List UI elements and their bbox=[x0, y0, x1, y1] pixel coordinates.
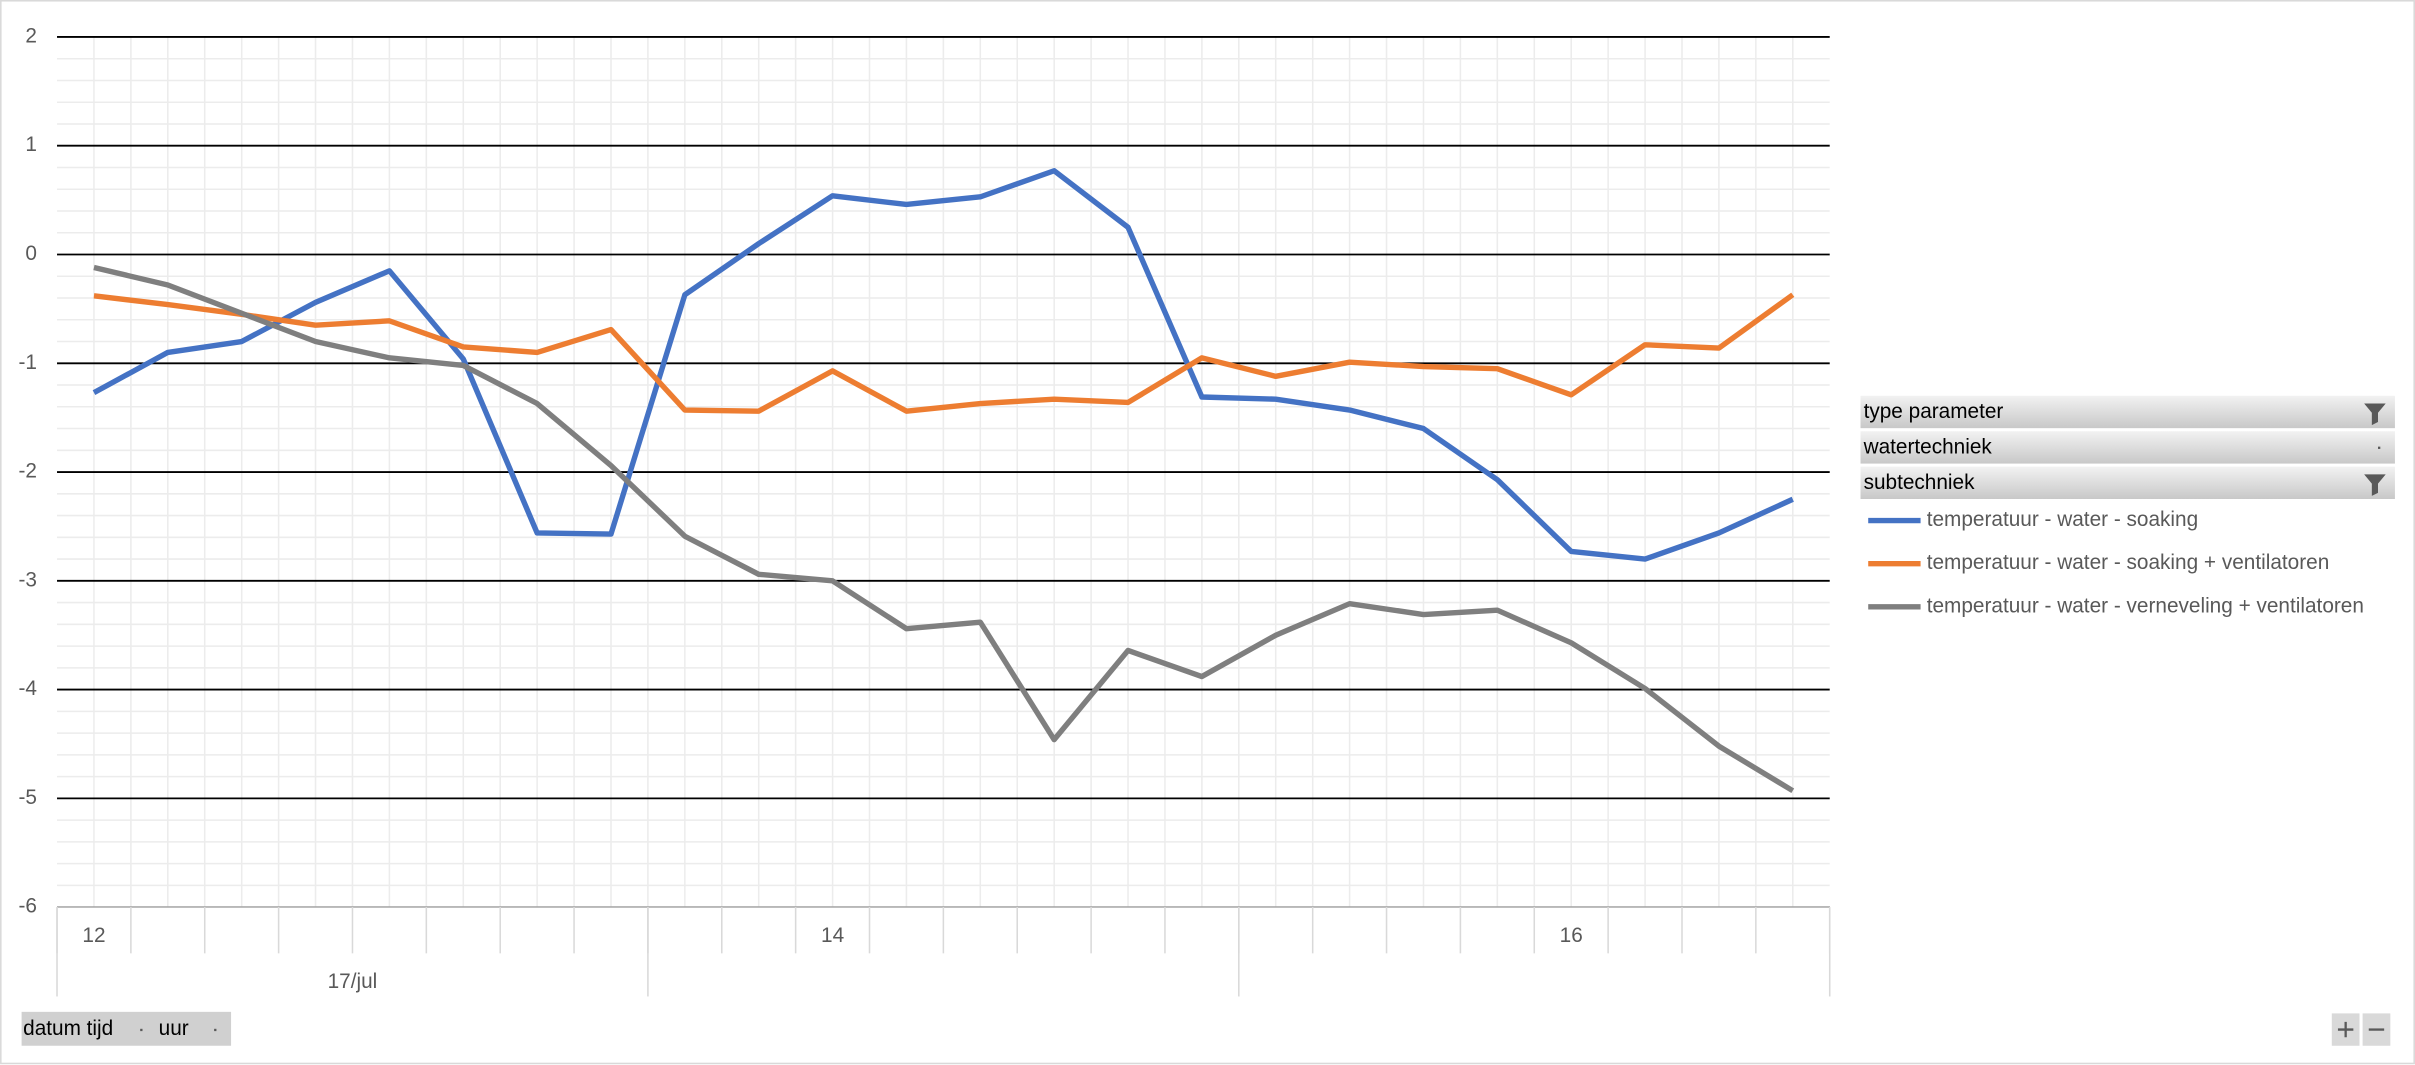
y-tick-label: -2 bbox=[19, 460, 37, 483]
x-tick-label: 14 bbox=[821, 924, 844, 947]
filter-field-label: watertechniek bbox=[1863, 436, 1993, 459]
filter-field-button[interactable] bbox=[1860, 395, 2395, 429]
series-line bbox=[92, 168, 1794, 562]
filter-field-label: type parameter bbox=[1864, 400, 2004, 423]
y-tick-label: 0 bbox=[25, 242, 37, 265]
series-line bbox=[93, 264, 1795, 794]
plus-icon bbox=[2337, 1021, 2354, 1038]
y-tick-label: -4 bbox=[19, 677, 37, 700]
y-tick-label: -1 bbox=[19, 351, 37, 374]
x-tick-label: 12 bbox=[82, 924, 105, 947]
axis-field-button[interactable]: datum tijd bbox=[23, 1017, 113, 1040]
x-tick-label: 16 bbox=[1560, 924, 1583, 947]
y-tick-label: -3 bbox=[19, 568, 37, 591]
plot-area: 2 1 0 -1 -2 -3 -4 -5 -6 12 14 16 17/jul bbox=[19, 24, 1831, 997]
filter-icon bbox=[2364, 403, 2386, 426]
filter-field-button[interactable] bbox=[1860, 431, 2395, 464]
dropdown-dot bbox=[2377, 446, 2381, 449]
legend-label: temperatuur - water - soaking bbox=[1927, 508, 2198, 531]
series-line bbox=[93, 292, 1795, 414]
filter-field-label: subtechniek bbox=[1864, 471, 1976, 494]
legend-label: temperatuur - water - verneveling + vent… bbox=[1927, 594, 2364, 617]
legend-label: temperatuur - water - soaking + ventilat… bbox=[1927, 551, 2330, 574]
y-tick-label: 1 bbox=[25, 133, 37, 156]
y-tick-label: 2 bbox=[25, 24, 37, 47]
axis-field-button[interactable]: uur bbox=[159, 1017, 189, 1040]
filter-field-button[interactable] bbox=[1860, 466, 2395, 500]
y-tick-label: -6 bbox=[19, 895, 37, 918]
y-tick-label: -5 bbox=[19, 786, 37, 809]
dropdown-dot bbox=[214, 1028, 217, 1032]
legend-panel: type parameter watertechniek subtechniek te… bbox=[1860, 395, 2395, 617]
x-group-label: 17/jul bbox=[328, 970, 378, 993]
filter-icon bbox=[2364, 474, 2386, 496]
dropdown-dot bbox=[140, 1028, 143, 1032]
axis-field-bar bbox=[21, 1011, 232, 1046]
